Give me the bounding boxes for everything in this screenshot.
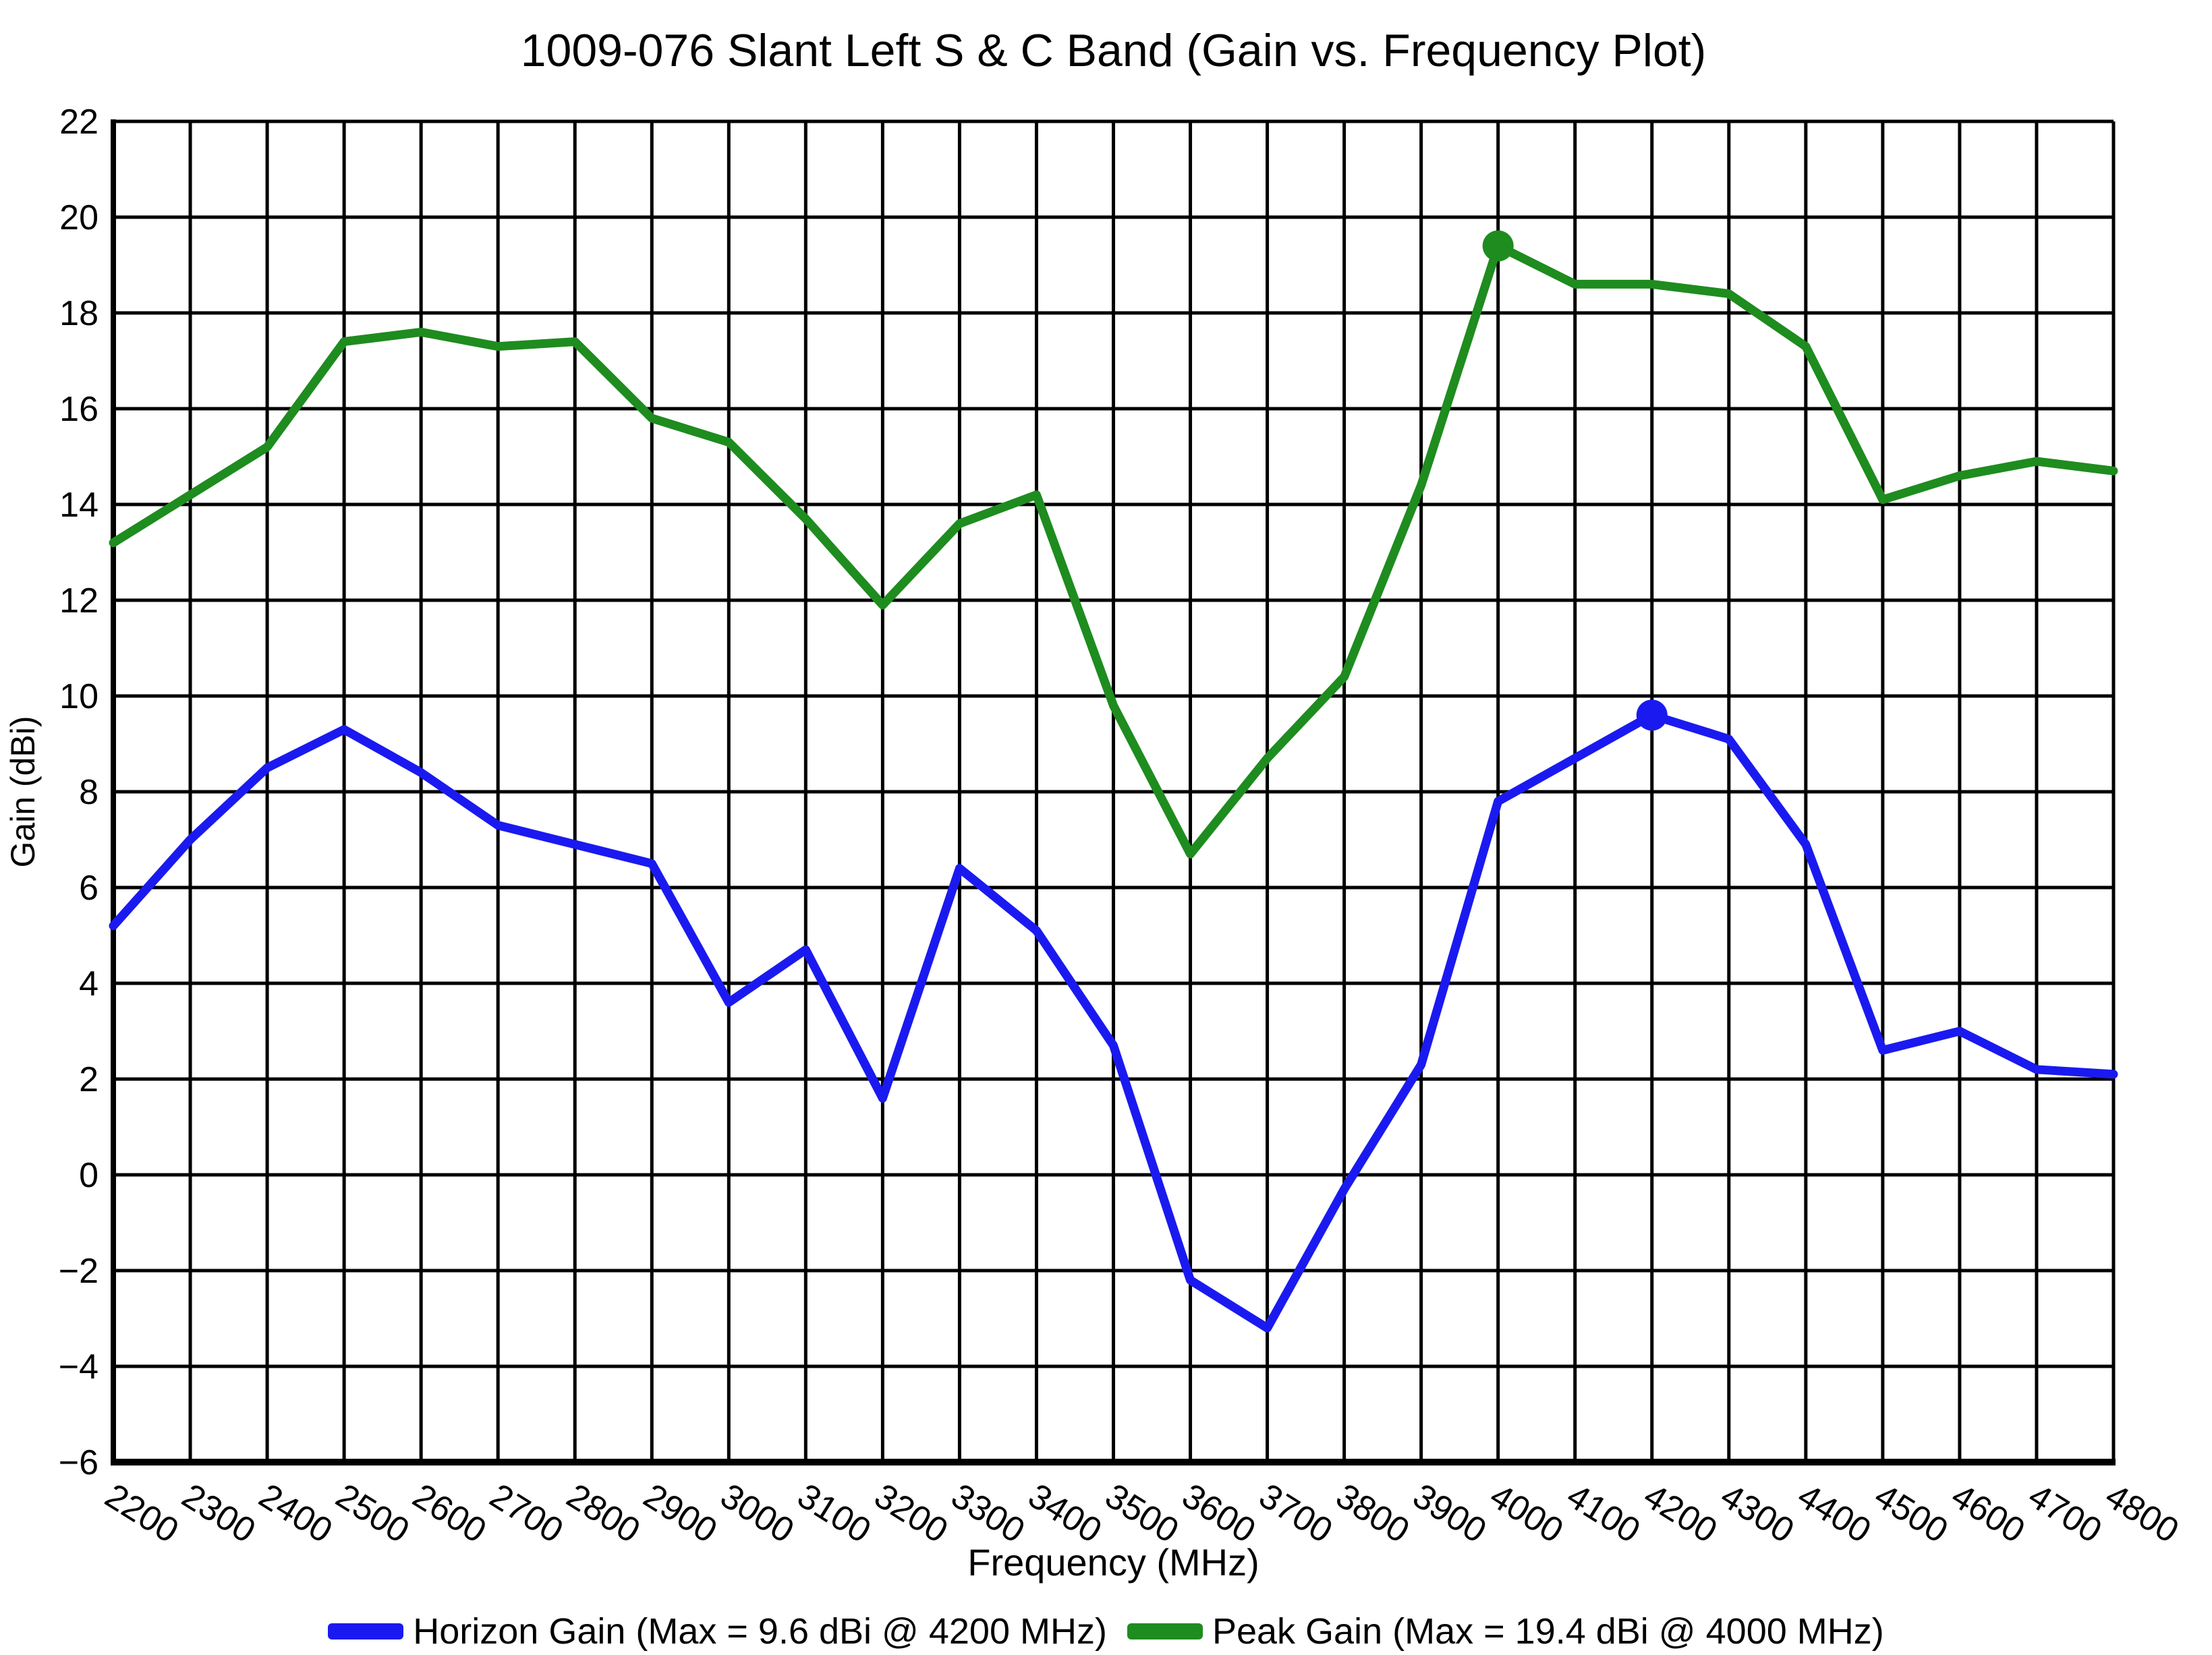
- x-tick-label: 4300: [1713, 1476, 1800, 1550]
- y-tick-label: 16: [59, 390, 98, 429]
- x-tick-label: 3700: [1252, 1476, 1339, 1550]
- y-tick-label: 2: [79, 1060, 98, 1099]
- legend: Horizon Gain (Max = 9.6 dBi @ 4200 MHz) …: [0, 1608, 2212, 1655]
- x-tick-label: 4400: [1790, 1476, 1877, 1550]
- x-tick-label: 4700: [2022, 1476, 2109, 1550]
- max-marker-peak-gain: [1482, 230, 1514, 262]
- legend-label-horizon: Horizon Gain (Max = 9.6 dBi @ 4200 MHz): [413, 1611, 1107, 1652]
- chart-title: 1009-076 Slant Left S & C Band (Gain vs.…: [520, 25, 1707, 76]
- y-tick-label: 10: [59, 677, 98, 716]
- y-tick-label: 18: [59, 294, 98, 333]
- y-tick-label: 8: [79, 773, 98, 812]
- x-tick-label: 3600: [1175, 1476, 1262, 1550]
- y-tick-label: 20: [59, 198, 98, 237]
- x-tick-label: 4200: [1637, 1476, 1724, 1550]
- x-tick-label: 2800: [560, 1476, 647, 1550]
- x-tick-label: 2500: [329, 1476, 416, 1550]
- x-tick-label: 2600: [406, 1476, 493, 1550]
- x-axis-title: Frequency (MHz): [967, 1541, 1259, 1584]
- x-tick-label: 3500: [1098, 1476, 1185, 1550]
- x-tick-label: 4800: [2099, 1476, 2186, 1550]
- x-tick-label: 4600: [1945, 1476, 2032, 1550]
- y-tick-label: 22: [59, 103, 98, 142]
- x-tick-label: 3800: [1329, 1476, 1416, 1550]
- legend-entry-peak: Peak Gain (Max = 19.4 dBi @ 4000 MHz): [1127, 1610, 1884, 1652]
- x-tick-label: 4000: [1483, 1476, 1570, 1550]
- y-tick-label: 6: [79, 869, 98, 908]
- x-tick-label: 3400: [1021, 1476, 1108, 1550]
- x-tick-label: 2300: [175, 1476, 262, 1550]
- x-tick-label: 2200: [98, 1476, 186, 1550]
- x-tick-label: 2700: [483, 1476, 570, 1550]
- y-tick-label: −2: [59, 1252, 98, 1291]
- y-tick-label: 12: [59, 581, 98, 620]
- y-tick-label: 4: [79, 964, 98, 1004]
- legend-swatch-peak: [1127, 1623, 1203, 1639]
- legend-swatch-horizon: [328, 1623, 404, 1639]
- y-tick-label: −4: [59, 1347, 98, 1387]
- x-tick-label: 4500: [1868, 1476, 1955, 1550]
- x-tick-label: 3200: [868, 1476, 955, 1550]
- x-tick-label: 3000: [714, 1476, 801, 1550]
- x-tick-label: 3900: [1406, 1476, 1493, 1550]
- y-tick-label: 0: [79, 1156, 98, 1195]
- legend-label-peak: Peak Gain (Max = 19.4 dBi @ 4000 MHz): [1212, 1611, 1884, 1652]
- y-tick-label: −6: [59, 1443, 98, 1482]
- x-tick-label: 2400: [252, 1476, 339, 1550]
- series-line-horizon-gain: [109, 710, 2118, 1333]
- x-tick-label: 4100: [1560, 1476, 1647, 1550]
- series-line-peak-gain: [109, 241, 2118, 859]
- x-tick-label: 3300: [944, 1476, 1031, 1550]
- max-marker-horizon-gain: [1636, 699, 1668, 731]
- y-tick-label: 14: [59, 486, 98, 525]
- x-tick-label: 2900: [637, 1476, 724, 1550]
- x-tick-label: 3100: [791, 1476, 878, 1550]
- legend-entry-horizon: Horizon Gain (Max = 9.6 dBi @ 4200 MHz): [328, 1610, 1107, 1652]
